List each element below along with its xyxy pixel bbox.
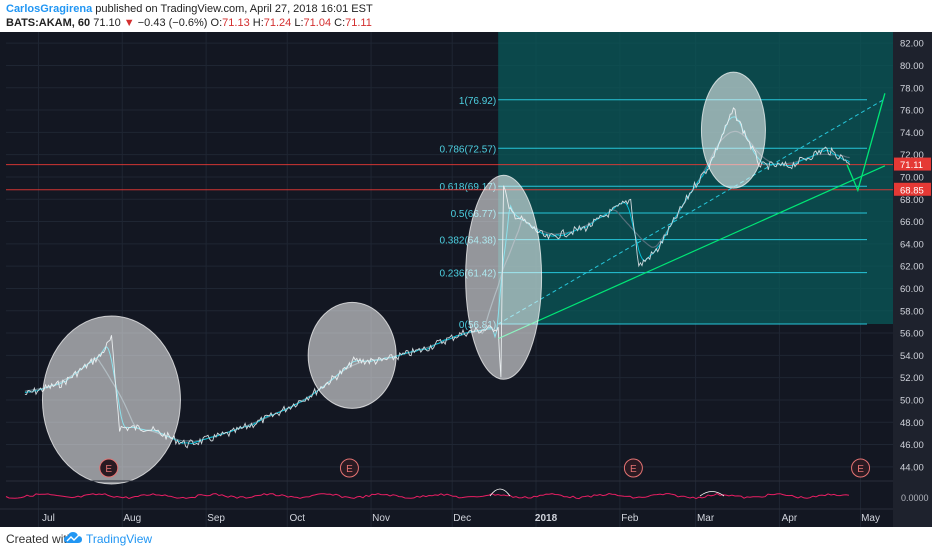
- earnings-marker-label: E: [346, 464, 353, 475]
- price-axis-tick-label: 78.00: [900, 83, 924, 94]
- time-axis-tick-label: Apr: [782, 513, 798, 524]
- earnings-marker-label: E: [857, 464, 864, 475]
- time-axis-tick-label: Nov: [372, 513, 390, 524]
- highlight-ellipse: [41, 315, 181, 485]
- time-axis-tick-label: Dec: [453, 513, 471, 524]
- time-axis-tick-label: Aug: [123, 513, 141, 524]
- earnings-marker: [99, 458, 119, 478]
- price-axis-tick-label: 74.00: [900, 128, 924, 139]
- time-axis-tick-label: 2018: [535, 513, 558, 524]
- fib-level-label: 0.618(69.17): [439, 182, 496, 193]
- publisher-line: CarlosGragirena published on TradingView…: [6, 3, 373, 15]
- highlight-ellipse: [465, 174, 543, 380]
- chart-header: CarlosGragirena published on TradingView…: [0, 0, 932, 32]
- price-axis-tick-label: 68.00: [900, 195, 924, 206]
- price-axis-tick-label: 62.00: [900, 262, 924, 273]
- price-axis-tick-label: 54.00: [900, 351, 924, 362]
- time-axis-tick-label: Oct: [289, 513, 305, 524]
- price-axis-tick-label: 60.00: [900, 284, 924, 295]
- price-axis-tick-label: 52.00: [900, 373, 924, 384]
- time-axis-tick-label: Mar: [697, 513, 715, 524]
- close-value: 71.11: [345, 17, 372, 29]
- published-text: published on TradingView.com, April 27, …: [95, 3, 373, 15]
- price-axis-tick-label: 64.00: [900, 239, 924, 250]
- price-tag-label: 68.85: [900, 185, 924, 196]
- earnings-marker: [623, 458, 643, 478]
- earnings-marker-label: E: [105, 464, 112, 475]
- price-axis-tick-label: 66.00: [900, 217, 924, 228]
- symbol-line: BATS:AKAM, 60 71.10 ▼ −0.43 (−0.6%) O:71…: [6, 17, 372, 29]
- macd-signal-line: [489, 488, 725, 497]
- highlight-ellipse: [700, 71, 766, 189]
- price-axis-tick-label: 44.00: [900, 462, 924, 473]
- price-axis-tick-label: 82.00: [900, 39, 924, 50]
- earnings-marker: [851, 458, 871, 478]
- earnings-marker-label: E: [630, 464, 637, 475]
- close-label: C:: [334, 17, 346, 29]
- price-tag-box: [894, 182, 931, 196]
- price-axis-tick-label: 48.00: [900, 418, 924, 429]
- price-axis-tick-label: 50.00: [900, 395, 924, 406]
- channel-trendline-dashed: [497, 98, 886, 325]
- price-axis-tick-label: 72.00: [900, 150, 924, 161]
- open-value: 71.13: [222, 17, 250, 29]
- price-axis-tick-label: 46.00: [900, 440, 924, 451]
- last-price: 71.10: [93, 17, 121, 29]
- fibonacci-zone: [498, 32, 893, 325]
- macd-line: [5, 492, 850, 500]
- created-with-text: Created with: [6, 532, 74, 546]
- low-value: 71.04: [303, 17, 332, 29]
- price-axis-tick-label: 70.00: [900, 172, 924, 183]
- fib-level-label: 1(76.92): [459, 96, 496, 107]
- time-axis-tick-label: Feb: [621, 513, 639, 524]
- highlight-ellipse: [307, 301, 397, 409]
- low-label: L:: [294, 17, 304, 29]
- price-change: −0.43 (−0.6%): [137, 17, 208, 29]
- price-chart[interactable]: 0(56.81)0.236(61.42)0.382(64.38)0.5(66.7…: [0, 32, 932, 527]
- high-value: 71.24: [263, 17, 292, 29]
- author-name[interactable]: CarlosGragirena: [6, 3, 93, 15]
- footer: Created with TradingView: [0, 527, 932, 550]
- macd-axis-tick: 0.0000: [901, 493, 929, 503]
- open-label: O:: [210, 17, 223, 29]
- symbol-label: BATS:AKAM, 60: [6, 17, 91, 29]
- fib-level-label: 0.786(72.57): [439, 144, 496, 155]
- down-arrow-icon: ▼: [123, 17, 135, 29]
- support-trendline: [497, 165, 886, 340]
- tradingview-brand[interactable]: TradingView: [86, 532, 153, 546]
- price-axis-tick-label: 76.00: [900, 106, 924, 117]
- price-axis-tick-label: 80.00: [900, 61, 924, 72]
- projection-path: [846, 93, 886, 193]
- price-axis-background: [893, 32, 932, 527]
- price-axis-tick-label: 58.00: [900, 306, 924, 317]
- tradingview-cloud-icon: [64, 532, 82, 543]
- price-tag-box: [894, 157, 931, 171]
- high-label: H:: [252, 17, 264, 29]
- earnings-marker: [339, 458, 359, 478]
- time-axis-tick-label: May: [861, 513, 880, 524]
- time-axis-tick-label: Jul: [42, 513, 55, 524]
- time-axis-tick-label: Sep: [207, 513, 225, 524]
- price-axis-tick-label: 56.00: [900, 329, 924, 340]
- price-tag-label: 71.11: [900, 160, 923, 171]
